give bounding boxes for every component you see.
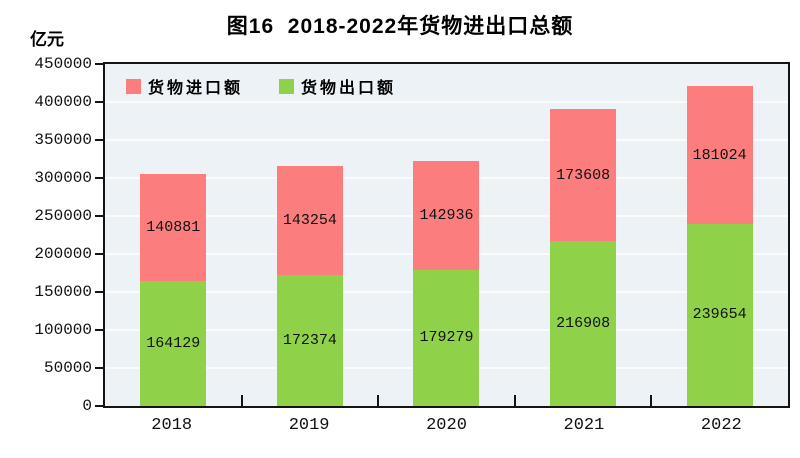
x-label-2022: 2022 — [700, 416, 742, 435]
segment-货物进口额-2022: 181024 — [686, 86, 753, 224]
exports-swatch-icon — [279, 78, 295, 94]
bar-slot-2022: 181024 239654 — [651, 64, 788, 406]
y-tick-label: 250000 — [34, 206, 92, 225]
legend: 货物进口额 货物出口额 — [126, 74, 396, 98]
segment-货物出口额-2019: 172374 — [276, 275, 343, 406]
y-tick-mark — [95, 177, 103, 179]
x-label-2019: 2019 — [288, 416, 330, 435]
y-axis-tick-labels: 0 50000 100000 150000 200000 250000 300000 3500… — [0, 55, 92, 415]
legend-item-label: 货物出口额 — [301, 80, 397, 97]
legend-item-label: 货物进口额 — [148, 80, 244, 97]
stacked-bar-2018: 140881 164129 — [140, 174, 207, 406]
segment-货物进口额-2020: 142936 — [413, 161, 480, 270]
y-axis-tick-marks — [95, 63, 103, 407]
segment-货物出口额-2022: 239654 — [686, 223, 753, 406]
segment-货物出口额-2021: 216908 — [550, 241, 617, 406]
stacked-bar-2021: 173608 216908 — [550, 109, 617, 406]
y-tick-label: 150000 — [34, 283, 92, 301]
legend-item-exports: 货物出口额 — [279, 74, 396, 98]
segment-货物进口额-2021: 173608 — [550, 109, 617, 242]
x-axis-labels: 2018 2019 2020 2021 2022 — [103, 416, 790, 435]
y-tick-mark — [95, 405, 103, 407]
y-tick-label: 400000 — [34, 92, 92, 111]
y-tick-mark — [95, 100, 103, 103]
y-tick-label: 300000 — [34, 169, 92, 187]
x-label-2018: 2018 — [151, 416, 193, 435]
segment-货物进口额-2019: 143254 — [276, 166, 343, 275]
y-tick-mark — [95, 253, 103, 255]
plot-area: 140881 164129 143254 172374 142936 179279 1736… — [103, 62, 790, 408]
legend-item-imports: 货物进口额 — [126, 74, 243, 98]
y-tick-label: 200000 — [34, 245, 92, 263]
stacked-bar-2022: 181024 239654 — [686, 86, 753, 406]
stacked-bar-2020: 142936 179279 — [413, 161, 480, 406]
bar-slots: 140881 164129 143254 172374 142936 179279 1736… — [105, 64, 788, 406]
y-tick-mark — [95, 63, 103, 65]
chart-title: 图16 2018-2022年货物进出口总额 — [226, 15, 574, 38]
y-tick-mark — [95, 329, 103, 331]
bar-slot-2021: 173608 216908 — [515, 64, 652, 406]
x-tick-mark — [513, 395, 516, 406]
stacked-bar-2019: 143254 172374 — [276, 166, 343, 406]
y-tick-mark — [95, 291, 103, 293]
segment-货物出口额-2020: 179279 — [413, 269, 480, 406]
y-tick-label: 50000 — [43, 358, 92, 377]
segment-货物出口额-2018: 164129 — [140, 281, 207, 406]
x-label-2021: 2021 — [563, 416, 605, 435]
imports-swatch-icon — [126, 78, 141, 94]
grid-line — [105, 139, 788, 141]
y-tick-label: 0 — [82, 397, 92, 415]
x-tick-mark — [240, 395, 243, 406]
bar-slot-2020: 142936 179279 — [378, 64, 515, 406]
x-tick-mark — [650, 395, 653, 406]
x-tick-mark — [377, 395, 380, 406]
segment-货物进口额-2018: 140881 — [140, 174, 207, 282]
y-tick-mark — [95, 138, 103, 141]
y-tick-label: 350000 — [34, 130, 92, 149]
bar-slot-2018: 140881 164129 — [105, 64, 242, 406]
y-tick-label: 450000 — [34, 55, 92, 73]
y-tick-mark — [95, 366, 103, 369]
y-tick-label: 100000 — [34, 321, 92, 339]
grid-line — [105, 101, 788, 103]
y-tick-mark — [95, 214, 103, 217]
x-label-2020: 2020 — [426, 416, 467, 435]
y-axis-unit-label: 亿元 — [30, 30, 64, 49]
bar-slot-2019: 143254 172374 — [242, 64, 379, 406]
